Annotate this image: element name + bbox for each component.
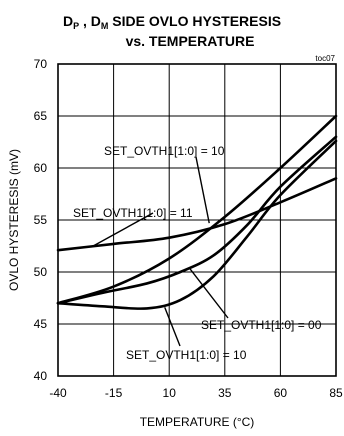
y-tick-label: 40 bbox=[34, 369, 48, 383]
title-sub-m: M bbox=[101, 21, 109, 31]
annotation-leaders bbox=[91, 156, 229, 347]
y-tick-label: 55 bbox=[34, 213, 48, 227]
title-d-m: , D bbox=[79, 13, 101, 29]
y-axis-label: OVLO HYSTERESIS (mV) bbox=[7, 149, 21, 291]
annotation-ovth-10-upper: SET_OVTH1[1:0] = 10 bbox=[104, 144, 225, 158]
series-line-lowest bbox=[56, 139, 338, 310]
y-tick-labels: 40 45 50 55 60 65 70 bbox=[34, 57, 48, 383]
series-line-straight bbox=[56, 114, 338, 305]
x-tick-label: 60 bbox=[274, 386, 288, 400]
annotation-leader bbox=[91, 212, 154, 248]
x-tick-label: 85 bbox=[329, 386, 343, 400]
annotation-leader bbox=[188, 267, 229, 319]
x-tick-labels: -40 -15 10 35 60 85 bbox=[49, 386, 343, 400]
annotation-leader bbox=[164, 307, 181, 347]
y-tick-label: 65 bbox=[34, 109, 48, 123]
x-axis-label: TEMPERATURE (°C) bbox=[140, 415, 255, 429]
y-tick-label: 45 bbox=[34, 317, 48, 331]
title-d-p: D bbox=[63, 13, 73, 29]
figure-tag: toc07 bbox=[315, 54, 335, 63]
plot-frame bbox=[57, 63, 337, 377]
annotation-ovth-10-lower: SET_OVTH1[1:0] = 10 bbox=[126, 348, 247, 362]
y-tick-label: 60 bbox=[34, 161, 48, 175]
title-sub-p: P bbox=[73, 21, 79, 31]
annotation-ovth-11: SET_OVTH1[1:0] = 11 bbox=[73, 206, 193, 220]
annotation-ovth-00: SET_OVTH1[1:0] = 00 bbox=[201, 318, 322, 332]
annotation-leader bbox=[195, 156, 210, 224]
title-rest: SIDE OVLO HYSTERESIS bbox=[108, 13, 281, 29]
y-tick-label: 70 bbox=[34, 57, 48, 71]
x-tick-label: 10 bbox=[163, 386, 177, 400]
x-tick-label: -40 bbox=[49, 386, 67, 400]
chart-title-line1: DP , DM SIDE OVLO HYSTERESIS bbox=[63, 13, 281, 31]
x-tick-label: 35 bbox=[218, 386, 232, 400]
y-tick-label: 50 bbox=[34, 265, 48, 279]
series-lines bbox=[56, 114, 338, 310]
x-tick-label: -15 bbox=[105, 386, 123, 400]
series-line-middle bbox=[56, 135, 338, 305]
chart-title-line2: vs. TEMPERATURE bbox=[126, 33, 255, 49]
series-line-flat bbox=[56, 177, 338, 252]
